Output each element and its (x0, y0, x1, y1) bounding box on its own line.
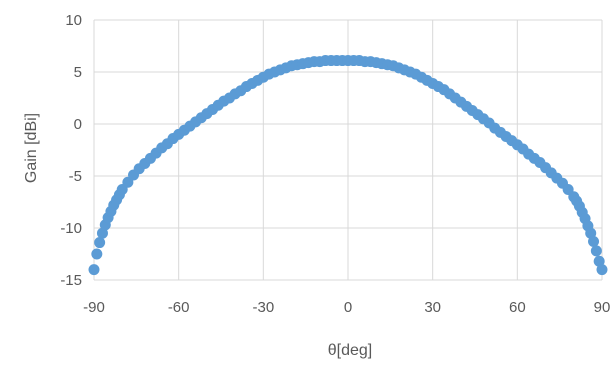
x-axis-title: θ[deg] (328, 342, 372, 359)
y-tick-label: 10 (65, 12, 82, 29)
data-point (596, 264, 608, 276)
data-points (88, 55, 608, 276)
x-tick-label: 90 (594, 299, 611, 316)
data-point (94, 237, 106, 249)
x-tick-labels: -90 -60 -30 0 30 60 90 (83, 299, 610, 316)
x-tick-label: -60 (168, 299, 190, 316)
data-point (590, 245, 602, 257)
y-tick-label: -15 (60, 272, 82, 289)
x-tick-label: -30 (252, 299, 274, 316)
data-point (585, 227, 597, 239)
y-tick-label: -10 (60, 220, 82, 237)
y-tick-labels: -15 -10 -5 0 5 10 (60, 12, 82, 289)
y-tick-label: 0 (74, 116, 82, 133)
data-point (96, 227, 108, 239)
y-tick-label: 5 (74, 64, 82, 81)
x-tick-label: 30 (424, 299, 441, 316)
data-point (588, 236, 600, 248)
y-tick-label: -5 (69, 168, 82, 185)
data-point (88, 264, 100, 276)
x-tick-label: 60 (509, 299, 526, 316)
gridlines (93, 19, 603, 281)
data-point (91, 248, 103, 260)
x-tick-label: -90 (83, 299, 105, 316)
data-point (593, 255, 605, 267)
x-tick-label: 0 (344, 299, 352, 316)
y-axis-title: Gain [dBi] (23, 113, 40, 183)
